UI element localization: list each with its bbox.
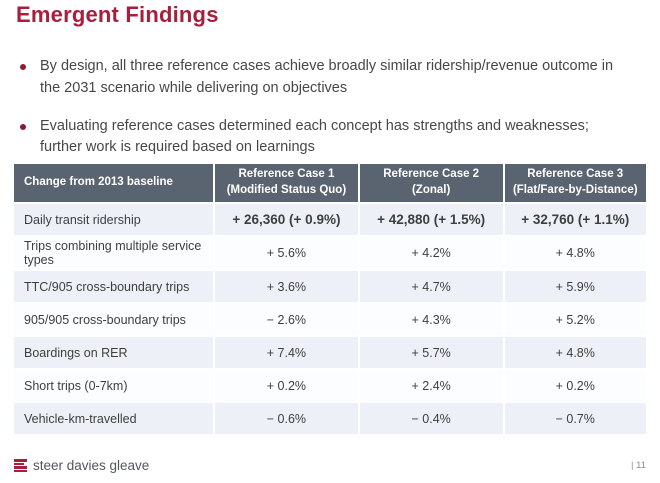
table-header-case-2: Reference Case 2 (Zonal) — [359, 164, 503, 202]
row-value: − 0.4% — [359, 403, 503, 434]
row-value: − 2.6% — [215, 304, 358, 335]
row-value: + 5.7% — [359, 337, 503, 368]
row-value: + 2.4% — [359, 370, 503, 401]
row-value: + 3.6% — [215, 271, 358, 302]
row-label: Trips combining multiple service types — [14, 237, 214, 269]
row-value: + 5.6% — [215, 237, 358, 269]
page-title: Emergent Findings — [16, 2, 219, 27]
row-value: − 0.6% — [215, 403, 358, 434]
row-label: TTC/905 cross-boundary trips — [14, 271, 214, 302]
row-value: + 4.8% — [504, 337, 646, 368]
bullet-list: By design, all three reference cases ach… — [18, 56, 630, 175]
row-value: + 26,360 (+ 0.9%) — [215, 204, 358, 235]
table-row: Trips combining multiple service types +… — [14, 237, 646, 269]
table-header-row: Change from 2013 baseline Reference Case… — [14, 164, 646, 202]
table-header-case-3-line2: (Flat/Fare-by-Distance) — [512, 184, 638, 196]
table-header-case-3-line1: Reference Case 3 — [527, 168, 624, 181]
bullet-icon — [20, 64, 26, 70]
table-row: 905/905 cross-boundary trips − 2.6% + 4.… — [14, 304, 646, 335]
row-value: + 5.2% — [504, 304, 646, 335]
row-label: Boardings on RER — [14, 337, 214, 368]
table-header-case-1: Reference Case 1 (Modified Status Quo) — [215, 164, 358, 202]
table-header-case-3: Reference Case 3 (Flat/Fare-by-Distance) — [504, 164, 646, 202]
page-number: | 11 — [631, 460, 646, 471]
row-label: Short trips (0-7km) — [14, 370, 214, 401]
row-value: + 5.9% — [504, 271, 646, 302]
table-header-case-1-line2: (Modified Status Quo) — [226, 184, 347, 196]
footer-logo: steer davies gleave — [14, 458, 149, 473]
table-row: Daily transit ridership + 26,360 (+ 0.9%… — [14, 204, 646, 235]
bullet-icon — [20, 123, 26, 130]
table-row: TTC/905 cross-boundary trips + 3.6% + 4.… — [14, 271, 646, 302]
table-row: Short trips (0-7km) + 0.2% + 2.4% + 0.2% — [14, 370, 646, 401]
row-value: + 4.8% — [504, 237, 646, 269]
table-header-baseline: Change from 2013 baseline — [14, 164, 214, 202]
table-header-case-2-line1: Reference Case 2 — [383, 168, 480, 181]
row-label: Daily transit ridership — [14, 204, 214, 235]
row-value: + 0.2% — [504, 370, 646, 401]
row-value: + 7.4% — [215, 337, 358, 368]
bullet-item: By design, all three reference cases ach… — [18, 56, 630, 100]
row-value: + 32,760 (+ 1.1%) — [504, 204, 646, 235]
row-value: + 4.3% — [359, 304, 503, 335]
bullet-text: Evaluating reference cases determined ea… — [40, 117, 589, 156]
row-value: + 0.2% — [215, 370, 358, 401]
table-row: Vehicle-km-travelled − 0.6% − 0.4% − 0.7… — [14, 403, 646, 434]
bullet-item: Evaluating reference cases determined ea… — [18, 116, 630, 160]
footer-logo-text: steer davies gleave — [33, 458, 150, 473]
row-value: + 4.7% — [359, 271, 503, 302]
table-row: Boardings on RER + 7.4% + 5.7% + 4.8% — [14, 337, 646, 368]
row-label: Vehicle-km-travelled — [14, 403, 214, 434]
sdg-logo-icon — [14, 459, 27, 472]
row-value: − 0.7% — [504, 403, 646, 434]
table-header-case-1-line1: Reference Case 1 — [238, 168, 335, 181]
row-label: 905/905 cross-boundary trips — [14, 304, 214, 335]
table-header-case-2-line2: (Zonal) — [411, 184, 451, 196]
results-table: Change from 2013 baseline Reference Case… — [12, 162, 648, 436]
row-value: + 4.2% — [359, 237, 503, 269]
row-value: + 42,880 (+ 1.5%) — [359, 204, 503, 235]
bullet-text: By design, all three reference cases ach… — [40, 58, 614, 96]
